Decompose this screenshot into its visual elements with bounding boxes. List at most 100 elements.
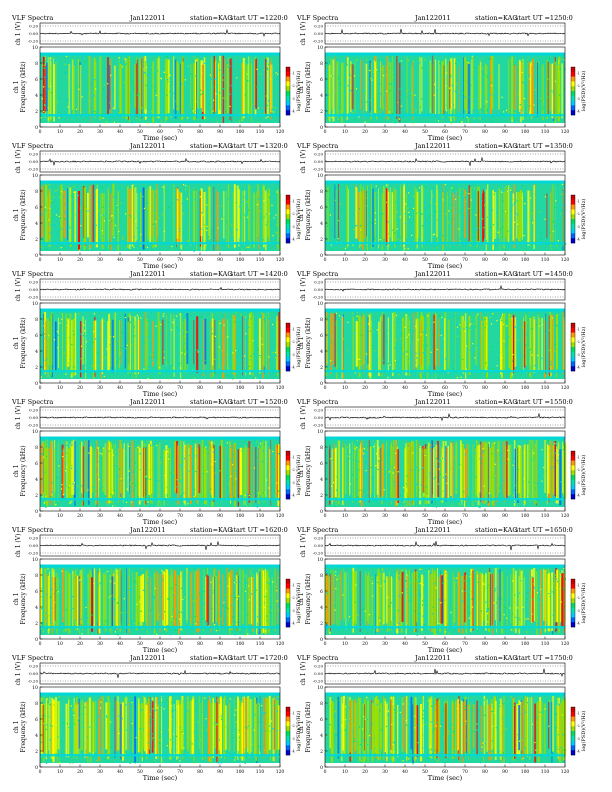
spectral-speckle [365, 447, 368, 449]
spectral-speckle [382, 571, 384, 573]
spectral-speckle [129, 88, 131, 90]
spectral-speckle [420, 334, 422, 336]
spectral-streak [484, 441, 487, 504]
spectral-speckle [153, 597, 155, 599]
x-tick-label: 40 [117, 385, 123, 391]
spectral-speckle [132, 614, 134, 616]
spectral-speckle [455, 83, 457, 85]
spectral-streak [230, 569, 233, 624]
x-tick-label: 30 [382, 385, 388, 391]
y-tick-label: 2 [320, 493, 323, 499]
spectral-speckle [383, 97, 385, 99]
y-axis-prefix: ch 1 [298, 593, 305, 606]
spectral-speckle [529, 105, 531, 107]
spectral-speckle [235, 709, 237, 711]
spectral-speckle [81, 485, 83, 487]
spectral-speckle [112, 336, 115, 338]
spectral-streak [385, 576, 388, 624]
spectral-speckle [107, 760, 109, 762]
spectral-speckle [400, 105, 402, 107]
spectral-speckle [451, 84, 453, 86]
spectral-streak [552, 577, 553, 627]
spectral-speckle [156, 444, 158, 447]
spectral-speckle [203, 224, 205, 226]
spectral-speckle [101, 453, 103, 455]
waveform-axis-label: ch 1 (V) [300, 22, 307, 46]
spectral-speckle [277, 228, 279, 230]
colorbar-tick-label: -1 [577, 584, 580, 588]
spectral-speckle [244, 355, 246, 357]
spectral-speckle [401, 65, 403, 67]
spectral-streak [370, 313, 372, 370]
spectral-speckle [394, 360, 396, 362]
spectral-speckle [57, 334, 59, 336]
spectral-streak [107, 57, 109, 115]
spectral-streak [243, 448, 245, 506]
spectral-streak [266, 570, 269, 631]
spectral-streak [369, 60, 371, 113]
panel-date: Jan122011 [129, 398, 165, 406]
spectral-speckle [125, 59, 127, 61]
spectral-speckle [486, 368, 488, 370]
spectral-speckle [268, 356, 270, 358]
spectral-speckle [174, 337, 176, 339]
spectral-streak [142, 574, 144, 623]
spectral-speckle [173, 709, 175, 711]
spectral-speckle [275, 187, 277, 189]
spectral-speckle [416, 634, 418, 636]
spectral-speckle [499, 454, 501, 456]
spectral-speckle [110, 87, 112, 89]
spectral-speckle [56, 210, 58, 212]
spectral-speckle [79, 333, 81, 335]
x-tick-label: 70 [177, 129, 183, 135]
spectral-speckle [552, 583, 554, 585]
y-tick-label: 6 [320, 205, 323, 211]
spectral-streak [250, 444, 252, 507]
spectral-streak [562, 442, 564, 494]
spectral-speckle [179, 575, 181, 577]
colorbar-tick-label: -1 [292, 200, 295, 204]
spectral-speckle [237, 60, 239, 62]
x-tick-label: 30 [97, 513, 103, 519]
spectral-streak [496, 449, 498, 502]
spectral-speckle [450, 611, 452, 614]
spectral-speckle [392, 472, 394, 474]
spectral-streak [215, 575, 218, 623]
y-axis-label: Frequency (kHz) [20, 189, 27, 240]
spectral-speckle [183, 458, 185, 460]
spectral-speckle [93, 331, 95, 333]
spectral-speckle [535, 482, 537, 484]
spectral-streak [53, 58, 54, 114]
spectral-speckle [199, 600, 201, 602]
spectral-streak [177, 575, 179, 628]
spectral-speckle [343, 593, 345, 595]
spectral-speckle [550, 116, 552, 118]
spectral-streak [49, 702, 52, 758]
spectral-speckle [458, 95, 460, 97]
spectral-streak [156, 183, 158, 246]
spectral-streak [382, 65, 384, 111]
spectral-speckle [440, 320, 442, 322]
spectral-speckle [406, 90, 408, 92]
spectral-speckle [439, 315, 441, 317]
spectral-speckle [442, 582, 444, 584]
spectral-speckle [104, 620, 106, 622]
spectral-speckle [65, 83, 67, 85]
spectral-streak [255, 447, 257, 503]
spectral-speckle [362, 617, 364, 619]
spectral-streak [475, 314, 478, 365]
colorbar-segment [286, 204, 290, 210]
spectral-speckle [243, 214, 246, 216]
spectral-speckle [167, 118, 169, 120]
spectral-streak [165, 314, 167, 367]
spectral-speckle [220, 618, 222, 620]
spectral-speckle [264, 187, 266, 189]
spectral-speckle [67, 99, 69, 101]
spectral-speckle [432, 195, 434, 197]
spectral-streak [396, 569, 398, 624]
spectral-speckle [534, 364, 536, 367]
spectral-streak [141, 703, 143, 758]
spectral-speckle [113, 599, 116, 601]
spectral-speckle [257, 107, 260, 109]
spectral-streak [116, 569, 119, 629]
